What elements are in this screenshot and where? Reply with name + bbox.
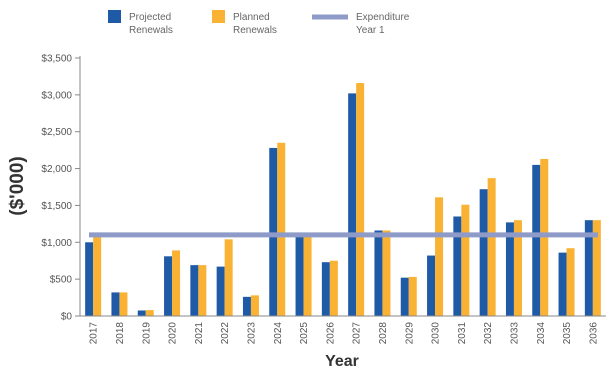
bar-planned-renewals <box>513 220 522 316</box>
x-tick-label: 2021 <box>194 322 205 345</box>
bar-projected-renewals <box>400 277 409 316</box>
bar-projected-renewals <box>190 265 199 316</box>
bar-projected-renewals <box>584 220 593 316</box>
legend-label-planned-line2: Renewals <box>233 25 277 36</box>
y-tick-label: $1,500 <box>41 201 72 212</box>
bar-planned-renewals <box>461 204 470 316</box>
bar-planned-renewals <box>93 236 102 316</box>
x-tick-label: 2034 <box>536 322 547 345</box>
bar-planned-renewals <box>329 260 338 316</box>
y-tick-label: $500 <box>50 275 73 286</box>
x-tick-label: 2036 <box>588 322 599 345</box>
bar-planned-renewals <box>566 248 575 316</box>
y-tick-label: $3,500 <box>41 54 72 65</box>
bar-planned-renewals <box>356 83 365 316</box>
bar-projected-renewals <box>348 93 357 316</box>
axes <box>79 56 606 317</box>
x-tick-label: 2017 <box>89 322 100 345</box>
x-tick-label: 2033 <box>509 322 520 345</box>
bar-projected-renewals <box>374 230 383 316</box>
x-axis-title: Year <box>325 353 359 370</box>
x-tick-label: 2035 <box>562 322 573 345</box>
x-tick-label: 2026 <box>325 322 336 345</box>
legend: Projected Renewals Planned Renewals Expe… <box>108 10 410 36</box>
legend-label-projected-line1: Projected <box>129 12 171 23</box>
bar-planned-renewals <box>224 239 233 316</box>
bar-planned-renewals <box>250 295 259 316</box>
legend-swatch-planned <box>212 10 225 23</box>
legend-label-expenditure-line2: Year 1 <box>356 25 385 36</box>
x-tick-label: 2030 <box>431 322 442 345</box>
x-axis-ticks: 2017 2018 2019 2020 2021 2022 2023 2024 2025 2026… <box>89 322 600 345</box>
x-tick-label: 2028 <box>378 322 389 345</box>
bars <box>85 83 601 316</box>
y-axis-title: ($'000) <box>7 156 28 215</box>
x-tick-label: 2022 <box>220 322 231 345</box>
bar-projected-renewals <box>479 189 488 316</box>
bar-planned-renewals <box>303 234 312 316</box>
x-tick-label: 2023 <box>246 322 257 345</box>
legend-label-expenditure-line1: Expenditure <box>356 12 410 23</box>
bar-projected-renewals <box>532 164 541 316</box>
bar-projected-renewals <box>269 147 278 316</box>
legend-swatch-projected <box>108 10 121 23</box>
bar-planned-renewals <box>382 230 391 316</box>
y-tick-label: $2,500 <box>41 127 72 138</box>
x-tick-label: 2029 <box>404 322 415 345</box>
x-tick-label: 2019 <box>141 322 152 345</box>
bar-projected-renewals <box>295 236 304 316</box>
bar-projected-renewals <box>216 266 225 316</box>
y-tick-label: $2,000 <box>41 164 72 175</box>
bar-projected-renewals <box>137 310 146 316</box>
bar-planned-renewals <box>277 142 286 316</box>
x-tick-label: 2020 <box>168 322 179 345</box>
x-tick-label: 2027 <box>352 322 363 345</box>
bar-planned-renewals <box>487 178 496 316</box>
bar-projected-renewals <box>453 216 462 316</box>
bar-projected-renewals <box>558 252 567 316</box>
legend-label-planned-line1: Planned <box>233 12 270 23</box>
x-tick-label: 2018 <box>115 322 126 345</box>
x-tick-label: 2032 <box>483 322 494 345</box>
y-axis-ticks: $0 $500 $1,000 $1,500 $2,000 $2,500 $3,000 $3,5… <box>41 54 80 323</box>
bar-planned-renewals <box>198 265 207 316</box>
bar-planned-renewals <box>540 158 549 316</box>
bar-projected-renewals <box>427 255 436 316</box>
x-tick-label: 2024 <box>273 322 284 345</box>
x-tick-label: 2025 <box>299 322 310 345</box>
bar-projected-renewals <box>85 242 94 316</box>
y-tick-label: $1,000 <box>41 238 72 249</box>
legend-label-projected-line2: Renewals <box>129 25 173 36</box>
bar-projected-renewals <box>242 296 251 316</box>
y-tick-label: $3,000 <box>41 90 72 101</box>
bar-planned-renewals <box>145 310 154 316</box>
x-tick-label: 2031 <box>457 322 468 345</box>
bar-projected-renewals <box>164 256 173 316</box>
bar-projected-renewals <box>505 222 514 316</box>
bar-planned-renewals <box>592 220 601 316</box>
bar-projected-renewals <box>321 262 330 316</box>
bar-planned-renewals <box>408 276 417 316</box>
bar-planned-renewals <box>435 197 444 316</box>
bar-planned-renewals <box>172 250 181 316</box>
bar-planned-renewals <box>119 292 128 316</box>
bar-projected-renewals <box>111 292 120 316</box>
y-tick-label: $0 <box>61 312 73 323</box>
